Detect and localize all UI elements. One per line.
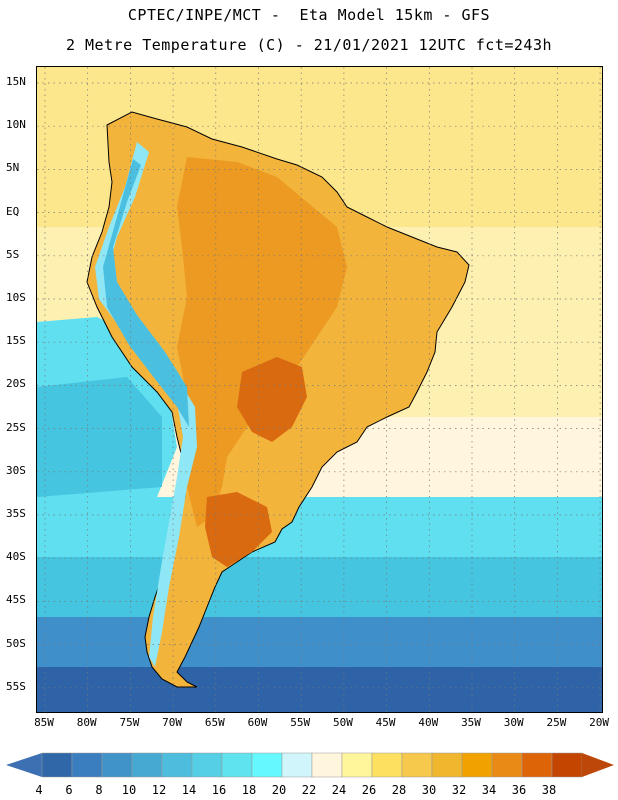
colorbar-tick-label: 8 bbox=[95, 783, 103, 797]
colorbar-box bbox=[101, 752, 133, 778]
ocean-polar bbox=[37, 667, 602, 712]
ocean-cool bbox=[37, 557, 602, 617]
colorbar-tick-label: 10 bbox=[121, 783, 137, 797]
lon-label: 85W bbox=[34, 716, 54, 729]
colorbar-tick-label: 36 bbox=[511, 783, 527, 797]
colorbar-low-arrow bbox=[6, 753, 42, 777]
colorbar-box bbox=[221, 752, 253, 778]
lat-label: EQ bbox=[6, 204, 20, 218]
colorbar-box bbox=[431, 752, 463, 778]
lon-label: 80W bbox=[76, 716, 97, 729]
map-panel bbox=[36, 66, 603, 713]
lat-label: 20S bbox=[6, 377, 26, 391]
colorbar-box bbox=[551, 752, 583, 778]
colorbar-tick-label: 26 bbox=[361, 783, 377, 797]
colorbar-box bbox=[251, 752, 283, 778]
temperature-map bbox=[37, 67, 602, 712]
lon-label: 40W bbox=[418, 716, 439, 729]
graticule bbox=[37, 67, 602, 712]
lat-label: 10N bbox=[6, 118, 26, 132]
colorbar-boxes bbox=[41, 752, 583, 778]
chart-subtitle: 2 Metre Temperature (C) - 21/01/2021 12U… bbox=[65, 36, 553, 54]
colorbar-box bbox=[341, 752, 373, 778]
ocean-temperate bbox=[37, 497, 602, 557]
colorbar-tick-label: 16 bbox=[211, 783, 227, 797]
colorbar-box bbox=[281, 752, 313, 778]
lon-label: 25W bbox=[546, 716, 567, 729]
colorbar-box bbox=[71, 752, 103, 778]
land-hot-interior bbox=[177, 157, 347, 527]
lon-label: 20W bbox=[589, 716, 610, 729]
colorbar-box bbox=[491, 752, 523, 778]
lat-label: 45S bbox=[6, 593, 26, 607]
lat-label: 30S bbox=[6, 463, 26, 477]
land-very-hot-patagonia bbox=[205, 492, 272, 567]
andes-cold-strip bbox=[95, 142, 197, 667]
lon-label: 75W bbox=[119, 716, 140, 729]
colorbar-box bbox=[161, 752, 193, 778]
ocean-cold bbox=[37, 617, 602, 667]
colorbar-box bbox=[371, 752, 403, 778]
colorbar-tick-label: 30 bbox=[421, 783, 437, 797]
colorbar-tick-label: 12 bbox=[151, 783, 167, 797]
lon-label: 30W bbox=[503, 716, 524, 729]
colorbar-tick-label: 18 bbox=[241, 783, 257, 797]
colorbar-box bbox=[461, 752, 493, 778]
colorbar-tick-label: 4 bbox=[35, 783, 43, 797]
lat-label: 5N bbox=[6, 161, 20, 175]
colorbar-box bbox=[191, 752, 223, 778]
ocean-pacific-cooler bbox=[37, 377, 162, 497]
colorbar-tick-label: 38 bbox=[541, 783, 557, 797]
lon-label: 45W bbox=[375, 716, 396, 729]
lat-label: 40S bbox=[6, 550, 26, 564]
lat-label: 35S bbox=[6, 507, 26, 520]
lon-label: 35W bbox=[461, 716, 481, 729]
lat-label: 15N bbox=[6, 75, 26, 88]
colorbar-tick-label: 14 bbox=[181, 783, 197, 797]
colorbar-tick-label: 32 bbox=[451, 783, 467, 797]
lat-label: 5S bbox=[6, 247, 20, 261]
land-very-hot-core bbox=[237, 357, 307, 442]
lat-label: 15S bbox=[6, 334, 26, 348]
lat-label: 55S bbox=[6, 679, 26, 693]
colorbar-box bbox=[311, 752, 343, 778]
colorbar-tick-label: 22 bbox=[301, 783, 317, 797]
lon-label: 50W bbox=[332, 716, 353, 729]
colorbar-tick-label: 6 bbox=[65, 783, 73, 797]
lon-label: 55W bbox=[290, 716, 311, 729]
colorbar-tick-label: 24 bbox=[331, 783, 347, 797]
colorbar-tick-label: 28 bbox=[391, 783, 407, 797]
colorbar-box bbox=[401, 752, 433, 778]
colorbar-tick-label: 34 bbox=[481, 783, 497, 797]
colorbar-box bbox=[131, 752, 163, 778]
colorbar-tick-label: 20 bbox=[271, 783, 287, 797]
colorbar-high-arrow bbox=[582, 753, 614, 777]
lon-label: 70W bbox=[162, 716, 183, 729]
colorbar bbox=[6, 752, 614, 778]
andes-cold-core bbox=[103, 159, 189, 427]
lat-label: 10S bbox=[6, 291, 26, 304]
lon-label: 60W bbox=[247, 716, 268, 729]
lat-label: 25S bbox=[6, 420, 26, 434]
lat-label: 50S bbox=[6, 636, 26, 650]
chart-title: CPTEC/INPE/MCT - Eta Model 15km - GFS bbox=[127, 6, 491, 24]
colorbar-box bbox=[41, 752, 73, 778]
lon-label: 65W bbox=[204, 716, 225, 729]
colorbar-box bbox=[521, 752, 553, 778]
